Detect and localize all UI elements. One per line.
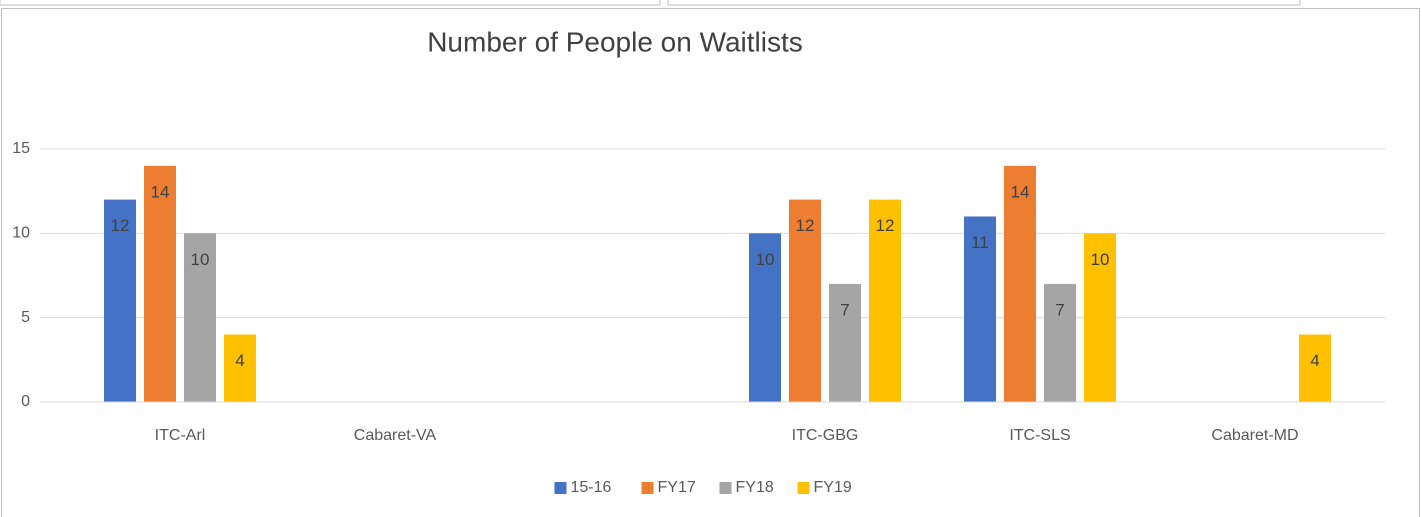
- legend-swatch: [554, 482, 567, 494]
- data-label: 4: [1310, 351, 1319, 370]
- data-label: 12: [111, 216, 130, 235]
- data-label: 14: [1011, 182, 1030, 201]
- data-label: 10: [756, 250, 775, 269]
- legend-label: FY18: [736, 479, 774, 496]
- bar: [789, 199, 821, 402]
- bar: [829, 283, 861, 402]
- data-label: 4: [235, 351, 244, 370]
- bar: [1084, 233, 1116, 402]
- bar: [964, 216, 996, 402]
- legend-label: 15-16: [571, 479, 612, 496]
- data-label: 12: [796, 216, 815, 235]
- y-tick-label: 5: [21, 309, 30, 326]
- y-tick-label: 10: [12, 225, 30, 242]
- data-label: 10: [191, 250, 210, 269]
- data-label: 11: [971, 233, 989, 252]
- legend-swatch: [641, 482, 654, 494]
- y-tick-label: 15: [12, 140, 30, 157]
- bar: [749, 233, 781, 402]
- bar: [104, 199, 136, 402]
- data-label: 10: [1091, 250, 1110, 269]
- data-label: 7: [840, 300, 849, 319]
- bar: [224, 334, 256, 402]
- bar: [184, 233, 216, 402]
- x-tick-label: ITC-Arl: [155, 427, 206, 444]
- chart-title: Number of People on Waitlists: [427, 26, 803, 57]
- legend-swatch: [719, 482, 732, 494]
- chart-frame: [1, 8, 1420, 517]
- adjacent-cell: [667, 0, 1301, 6]
- x-tick-label: ITC-SLS: [1009, 427, 1070, 444]
- legend-label: FY17: [658, 479, 696, 496]
- x-tick-label: Cabaret-MD: [1211, 427, 1298, 444]
- adjacent-cell: [0, 0, 661, 6]
- legend-swatch: [797, 482, 810, 494]
- x-tick-label: ITC-GBG: [792, 427, 859, 444]
- data-label: 7: [1055, 300, 1064, 319]
- legend-label: FY19: [814, 479, 852, 496]
- bar: [1004, 165, 1036, 402]
- bar: [1299, 334, 1331, 402]
- data-label: 14: [151, 182, 170, 201]
- bar: [1044, 283, 1076, 402]
- bar: [144, 165, 176, 402]
- bar: [869, 199, 901, 402]
- y-tick-label: 0: [21, 393, 30, 410]
- data-label: 12: [876, 216, 895, 235]
- x-tick-label: Cabaret-VA: [354, 427, 437, 444]
